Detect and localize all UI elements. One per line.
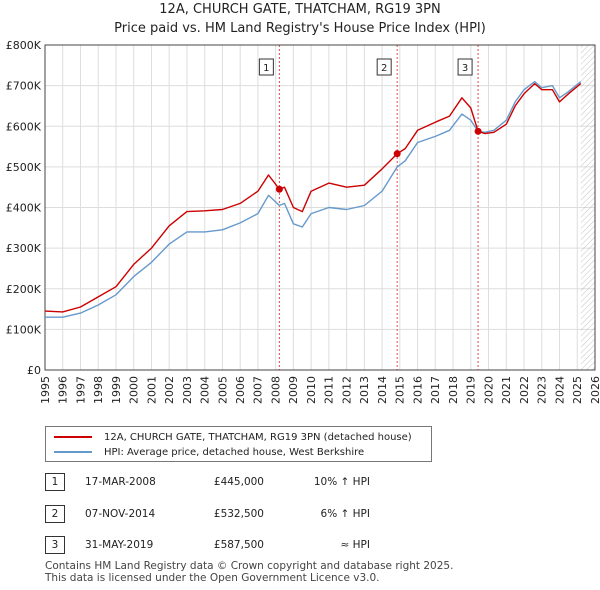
title-line-1: 12A, CHURCH GATE, THATCHAM, RG19 3PN	[159, 2, 441, 17]
x-tick-label: 2006	[234, 376, 247, 404]
price-chart: £0 £100K £200K £300K £400K £500K £600K £700K £80…	[6, 39, 600, 404]
x-tick-label: 2026	[589, 376, 600, 404]
x-tick-label: 2015	[394, 376, 407, 404]
x-tick-label: 2022	[518, 376, 531, 404]
x-tick-label: 2008	[269, 376, 282, 404]
legend-line-hpi-swatch	[54, 451, 92, 453]
x-tick-label: 2005	[216, 376, 229, 404]
x-tick-label: 2024	[553, 376, 566, 404]
y-tick-label: £800K	[6, 39, 42, 52]
chart-title: 12A, CHURCH GATE, THATCHAM, RG19 3PN Pri…	[0, 0, 600, 38]
x-tick-label: 2016	[411, 376, 424, 404]
transaction-hpi-compare: 6% ↑ HPI	[320, 508, 370, 520]
y-tick-label: £600K	[6, 120, 42, 133]
x-tick-label: 2025	[571, 376, 584, 404]
footer-line: Contains HM Land Registry data © Crown c…	[45, 560, 454, 572]
x-tick-label: 2019	[465, 376, 478, 404]
x-tick-label: 2009	[287, 376, 300, 404]
sale-point	[474, 127, 482, 135]
legend-item-price: 12A, CHURCH GATE, THATCHAM, RG19 3PN (de…	[54, 429, 412, 445]
sale-label-box	[376, 58, 392, 76]
x-tick-label: 1995	[39, 376, 52, 404]
projection-region	[580, 45, 595, 370]
sale-point	[393, 150, 401, 158]
title-line-2: Price paid vs. HM Land Registry's House …	[114, 21, 486, 36]
sale-label-number: 1	[263, 63, 269, 74]
sale-label-number: 3	[462, 63, 468, 74]
transaction-number-badge: 3	[45, 536, 65, 554]
x-tick-label: 2010	[305, 376, 318, 404]
legend: 12A, CHURCH GATE, THATCHAM, RG19 3PN (de…	[45, 426, 432, 462]
x-tick-label: 2001	[145, 376, 158, 404]
y-tick-label: £700K	[6, 80, 42, 93]
transaction-hpi-compare: ≈ HPI	[340, 539, 370, 551]
x-tick-label: 2014	[376, 376, 389, 404]
y-tick-label: £400K	[6, 202, 42, 215]
x-tick-label: 2020	[482, 376, 495, 404]
y-tick-label: £100K	[6, 323, 42, 336]
y-tick-label: £300K	[6, 242, 42, 255]
x-tick-label: 2021	[500, 376, 513, 404]
legend-label-hpi: HPI: Average price, detached house, West…	[104, 446, 365, 458]
transaction-number-badge: 1	[45, 473, 65, 491]
x-tick-label: 1999	[110, 376, 123, 404]
x-tick-label: 1998	[92, 376, 105, 404]
x-tick-label: 2003	[181, 376, 194, 404]
sale-point	[275, 185, 283, 193]
legend-label-price: 12A, CHURCH GATE, THATCHAM, RG19 3PN (de…	[104, 431, 412, 443]
x-tick-label: 2011	[323, 376, 336, 404]
x-tick-label: 2017	[429, 376, 442, 404]
transaction-date: 31-MAY-2019	[85, 539, 154, 551]
legend-line-price-swatch	[54, 436, 92, 438]
transaction-price: £532,500	[213, 508, 264, 520]
x-tick-label: 2007	[252, 376, 265, 404]
hpi-line	[45, 80, 582, 318]
x-tick-label: 2023	[536, 376, 549, 404]
transaction-date: 07-NOV-2014	[85, 508, 156, 520]
sale-label-number: 2	[381, 63, 387, 74]
x-tick-label: 2002	[163, 376, 176, 404]
plot-frame	[44, 44, 596, 371]
transaction-price: £445,000	[213, 476, 264, 488]
x-tick-label: 1997	[74, 376, 87, 404]
y-tick-label: £0	[27, 364, 41, 377]
x-tick-label: 2004	[199, 376, 212, 404]
y-tick-label: £200K	[6, 283, 42, 296]
transaction-number-badge: 2	[45, 505, 65, 523]
sale-label-box	[258, 58, 274, 76]
sale-label-box	[457, 58, 473, 76]
x-tick-label: 2012	[340, 376, 353, 404]
y-tick-label: £500K	[6, 161, 42, 174]
footer-attribution: Contains HM Land Registry data © Crown c…	[45, 560, 453, 584]
transaction-date: 17-MAR-2008	[85, 476, 156, 488]
legend-item-hpi: HPI: Average price, detached house, West…	[54, 444, 364, 460]
transaction-hpi-compare: 10% ↑ HPI	[313, 476, 370, 488]
x-tick-label: 1996	[57, 376, 70, 404]
price-paid-line	[44, 82, 582, 313]
x-tick-label: 2018	[447, 376, 460, 404]
footer-line: This data is licensed under the Open Gov…	[45, 572, 380, 584]
transaction-price: £587,500	[213, 539, 264, 551]
x-tick-label: 2000	[128, 376, 141, 404]
x-tick-label: 2013	[358, 376, 371, 404]
